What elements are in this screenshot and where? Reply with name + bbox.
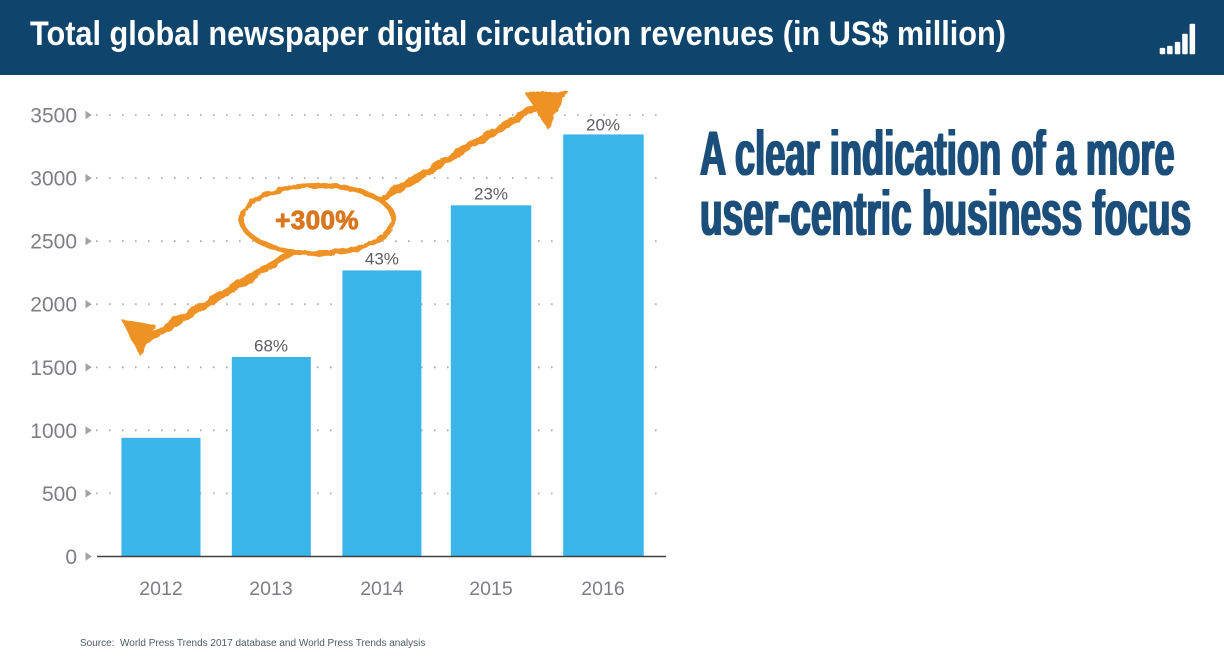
svg-text:1500: 1500 [30,357,77,380]
svg-text:1000: 1000 [30,420,77,443]
svg-text:0: 0 [65,546,77,569]
svg-text:2015: 2015 [469,578,513,600]
svg-text:2016: 2016 [581,578,624,600]
svg-text:23%: 23% [474,184,508,203]
svg-text:68%: 68% [254,336,288,355]
svg-text:3000: 3000 [30,168,77,191]
svg-text:2013: 2013 [249,578,292,600]
svg-text:2012: 2012 [139,578,182,600]
svg-text:20%: 20% [586,115,620,134]
svg-text:500: 500 [42,483,77,506]
svg-text:3500: 3500 [30,105,77,128]
svg-text:43%: 43% [365,249,399,268]
svg-text:2014: 2014 [360,578,404,600]
svg-text:+300%: +300% [275,205,359,235]
svg-text:2500: 2500 [30,231,77,254]
svg-text:2000: 2000 [30,294,77,317]
